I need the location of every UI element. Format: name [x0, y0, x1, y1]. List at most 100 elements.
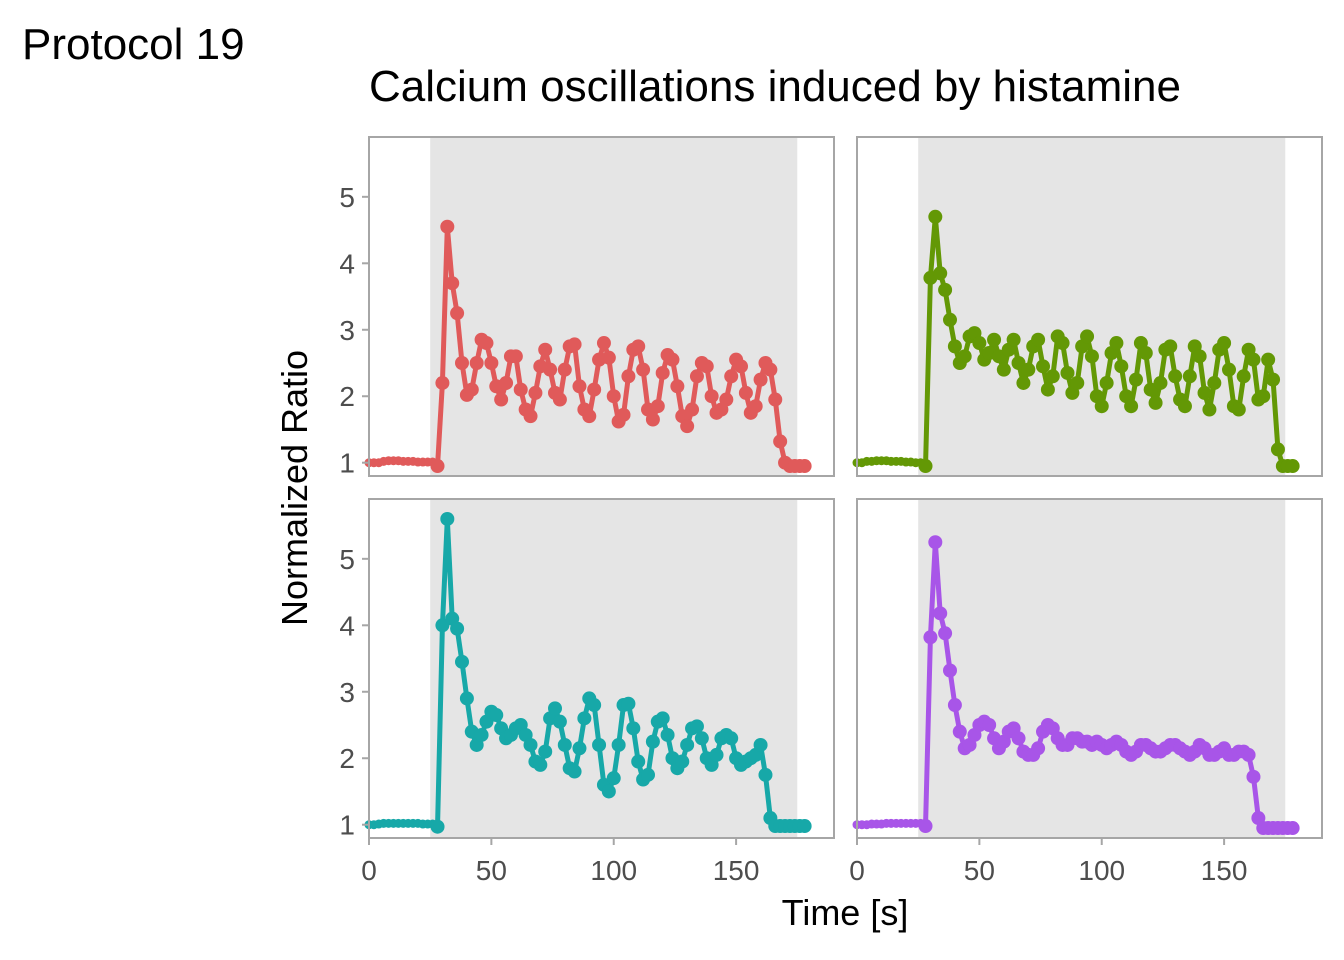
data-point [1094, 399, 1109, 414]
data-point [1055, 336, 1070, 351]
data-point [1207, 375, 1222, 390]
x-tick-label: 50 [476, 855, 507, 886]
data-point [709, 747, 724, 762]
data-point [947, 339, 962, 354]
data-point [1109, 336, 1124, 351]
data-point [435, 375, 450, 390]
data-point [499, 375, 514, 390]
y-tick-label: 2 [339, 381, 355, 412]
data-point [1006, 332, 1021, 347]
x-axis-label: Time [s] [781, 892, 909, 933]
data-point [601, 784, 616, 799]
data-point [626, 721, 641, 736]
data-point [670, 379, 685, 394]
data-point [918, 459, 933, 474]
data-point [621, 696, 636, 711]
data-point [724, 731, 739, 746]
data-point [1231, 402, 1246, 417]
data-point [1143, 382, 1158, 397]
data-point [1285, 459, 1300, 474]
data-point [1222, 362, 1236, 377]
data-point [616, 407, 631, 422]
data-point [1045, 369, 1060, 384]
data-point [1114, 359, 1129, 374]
y-tick-label: 1 [339, 448, 355, 479]
data-point [611, 737, 626, 752]
x-tick-label: 150 [1201, 855, 1248, 886]
data-point [1153, 375, 1168, 390]
data-point [918, 819, 933, 834]
data-point [445, 276, 460, 291]
data-point [631, 339, 646, 354]
data-point [748, 399, 763, 414]
y-tick-label: 3 [339, 677, 355, 708]
data-point [592, 737, 607, 752]
panel-border [856, 136, 1323, 477]
panel-border [368, 136, 835, 477]
data-point [928, 535, 943, 550]
data-point [758, 767, 773, 782]
data-point [1192, 349, 1207, 364]
data-point [982, 718, 997, 732]
data-point [797, 459, 812, 474]
data-point [1080, 329, 1095, 344]
data-point [1011, 356, 1026, 370]
data-point [1040, 382, 1055, 397]
data-point [1138, 346, 1153, 361]
data-point [455, 356, 469, 370]
data-point [459, 691, 474, 706]
data-point [435, 618, 450, 633]
data-point [538, 744, 553, 759]
data-point [1246, 769, 1261, 784]
data-point [675, 754, 690, 769]
data-point [577, 711, 592, 726]
data-point [1236, 369, 1251, 384]
data-point [938, 626, 953, 641]
data-point [1124, 399, 1139, 414]
data-point [1177, 399, 1192, 414]
data-point [440, 219, 455, 234]
data-point [552, 714, 567, 729]
data-point [606, 389, 621, 404]
data-point [1084, 349, 1099, 364]
data-point [1011, 731, 1026, 746]
data-point [1148, 395, 1163, 410]
data-point [552, 392, 567, 407]
data-point [797, 819, 812, 834]
data-point [489, 708, 504, 723]
data-point [567, 764, 582, 779]
x-tick-label: 150 [713, 855, 760, 886]
data-point [523, 409, 538, 424]
y-tick-label: 1 [339, 810, 355, 841]
x-tick-label: 0 [361, 855, 377, 886]
data-point [753, 372, 768, 387]
data-point [938, 282, 953, 297]
data-point [753, 737, 768, 752]
data-point [430, 819, 445, 834]
stimulus-window [918, 499, 1286, 838]
data-point [660, 727, 675, 742]
data-point [972, 336, 987, 351]
data-point [650, 399, 665, 414]
data-point [724, 369, 739, 384]
y-tick-label: 4 [339, 248, 355, 279]
data-point [641, 767, 655, 782]
data-point [1182, 369, 1197, 384]
protocol-label: Protocol 19 [22, 20, 245, 69]
panel-border [368, 498, 835, 839]
data-point [494, 392, 509, 407]
data-point [655, 711, 670, 726]
data-point [996, 362, 1011, 377]
data-point [464, 382, 479, 397]
data-point [773, 434, 788, 449]
data-point [1099, 375, 1114, 390]
data-point [1246, 352, 1261, 367]
data-point [1266, 372, 1281, 387]
data-point [1197, 385, 1212, 400]
data-point [1163, 339, 1178, 354]
data-point [455, 654, 469, 669]
data-point [952, 724, 967, 739]
data-point [533, 757, 548, 772]
data-point [474, 727, 489, 742]
